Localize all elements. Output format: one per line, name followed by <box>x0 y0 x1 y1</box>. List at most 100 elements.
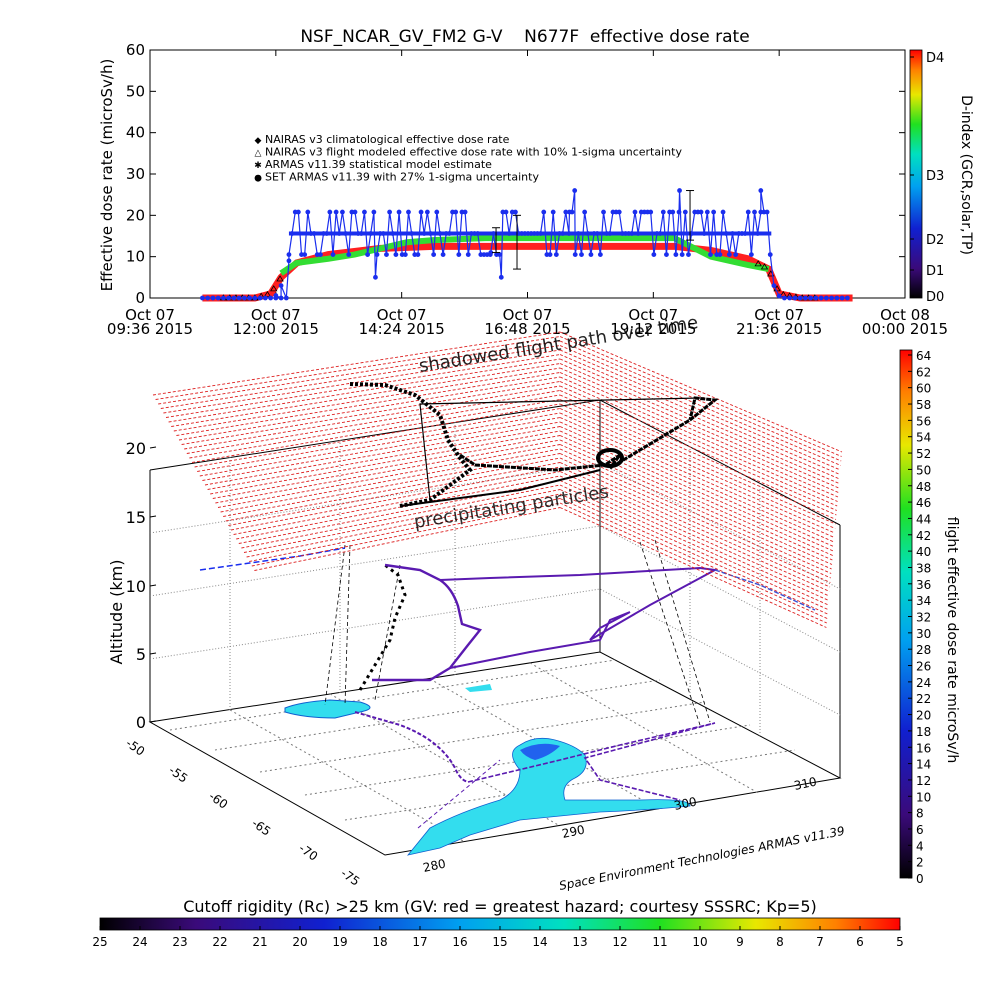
armas-measurement-point <box>488 250 494 255</box>
armas-measurement-point <box>844 295 850 301</box>
armas-measurement-point <box>340 209 345 215</box>
z-tick-label: 0 <box>136 713 146 732</box>
shadow-grid-line <box>249 498 561 562</box>
armas-measurement-point <box>679 252 685 257</box>
armas-measurement-point <box>462 209 468 215</box>
shadow-grid-line <box>254 507 561 571</box>
armas-measurement-point <box>286 258 292 264</box>
nairas-flight-marker <box>270 285 278 292</box>
cutoff-tick-label: 19 <box>332 935 347 949</box>
y-tick-label: 30 <box>126 165 145 183</box>
armas-measurement-point <box>776 293 782 299</box>
shadow-grid-line <box>559 498 828 619</box>
armas-measurement-point <box>588 252 594 257</box>
armas-measurement-point <box>262 295 268 301</box>
shadow-grid-line <box>559 489 829 610</box>
dose-tick-label: 44 <box>916 512 931 526</box>
shadow-grid-line <box>559 385 838 507</box>
armas-measurement-point <box>758 188 764 193</box>
shadow-grid-line <box>559 484 829 606</box>
armas-measurement-point <box>651 252 657 257</box>
shadow-grid-line <box>559 417 835 538</box>
armas-measurement-point <box>365 252 370 257</box>
armas-measurement-point <box>503 209 509 215</box>
armas-measurement-point <box>327 209 333 215</box>
dose-tick-label: 46 <box>916 496 931 510</box>
armas-measurement-point <box>333 209 339 215</box>
shadow-grid-line <box>184 385 561 450</box>
armas-measurement-point <box>572 252 578 257</box>
armas-measurement-point <box>247 295 253 301</box>
projection-lines <box>324 539 711 726</box>
armas-measurement-point <box>720 209 726 215</box>
shadow-grid-line <box>189 394 561 459</box>
armas-measurement-point <box>572 188 578 193</box>
shadow-grid-line <box>181 381 561 445</box>
x-tick-label: Oct 07 <box>377 306 427 324</box>
armas-measurement-point <box>813 295 819 301</box>
x-tick-label: 21:36 2015 <box>736 320 822 338</box>
armas-measurement-point <box>767 252 773 257</box>
shadow-grid-line <box>559 399 837 520</box>
cutoff-tick-label: 21 <box>252 935 267 949</box>
shadow-grid-line <box>559 367 839 489</box>
y-tick-label: 50 <box>126 82 145 100</box>
shadow-grid-line <box>212 435 561 499</box>
cutoff-tick-label: 15 <box>492 935 507 949</box>
dose-tick-label: 52 <box>916 447 931 461</box>
shadow-grid-line <box>228 462 561 526</box>
armas-measurement-point <box>541 209 547 215</box>
dose-tick-label: 4 <box>916 839 924 853</box>
armas-measurement-point <box>231 295 237 301</box>
armas-measurement-point <box>797 295 803 301</box>
armas-measurement-point <box>396 209 402 215</box>
shadow-grid-line <box>217 444 561 508</box>
armas-measurement-point <box>745 209 751 215</box>
armas-measurement-point <box>563 209 569 215</box>
armas-measurement-point <box>717 252 723 257</box>
shadow-grid-line <box>202 417 561 481</box>
armas-measurement-point <box>302 252 308 257</box>
shadow-grid-line <box>559 372 839 493</box>
dose-tick-label: 50 <box>916 463 931 477</box>
shadow-grid-line <box>246 493 561 558</box>
shadow-grid-line <box>186 390 561 454</box>
nairas-flight-marker <box>754 260 762 267</box>
shadow-grid-line <box>197 408 561 472</box>
armas-measurement-point <box>547 252 553 257</box>
dose-tick-label: 38 <box>916 561 931 575</box>
armas-measurement-point <box>362 209 367 215</box>
shadow-grid-line <box>225 457 561 522</box>
shadow-grid-line <box>559 457 831 579</box>
armas-measurement-point <box>384 252 389 257</box>
flight-shadow-upper <box>349 382 719 508</box>
cutoff-tick-label: 20 <box>292 935 307 949</box>
y-tick-label: 20 <box>126 206 145 224</box>
armas-model-line <box>279 235 770 276</box>
dose-tick-label: 30 <box>916 627 931 641</box>
shadow-grid-line <box>199 412 561 477</box>
legend-marker: ◆ <box>255 136 262 146</box>
shadow-grid-line <box>220 448 561 513</box>
armas-measurement-point <box>792 295 798 301</box>
shadow-grid-line <box>559 345 841 466</box>
armas-measurement-point <box>387 209 393 215</box>
x-tick-label: 19:12 2015 <box>610 320 696 338</box>
cutoff-tick-label: 9 <box>736 935 744 949</box>
shadow-grid-line <box>559 475 830 597</box>
z-tick-mark <box>149 720 157 723</box>
shadow-grid-line <box>559 358 840 480</box>
dose-tick-label: 54 <box>916 431 931 445</box>
cutoff-tick-label: 8 <box>776 935 784 949</box>
armas-measurement-point <box>748 252 754 257</box>
armas-measurement-point <box>257 295 263 301</box>
flight-shadow-floor <box>354 711 716 829</box>
shadow-grid-line <box>559 466 831 588</box>
armas-measurement-point <box>273 293 279 298</box>
shadow-grid-line <box>194 403 561 468</box>
cutoff-tick-label: 23 <box>172 935 187 949</box>
armas-measurement-point <box>278 283 284 288</box>
armas-measurement-point <box>764 209 770 215</box>
armas-measurement-point <box>317 252 323 257</box>
shadow-grid-line <box>559 394 837 516</box>
